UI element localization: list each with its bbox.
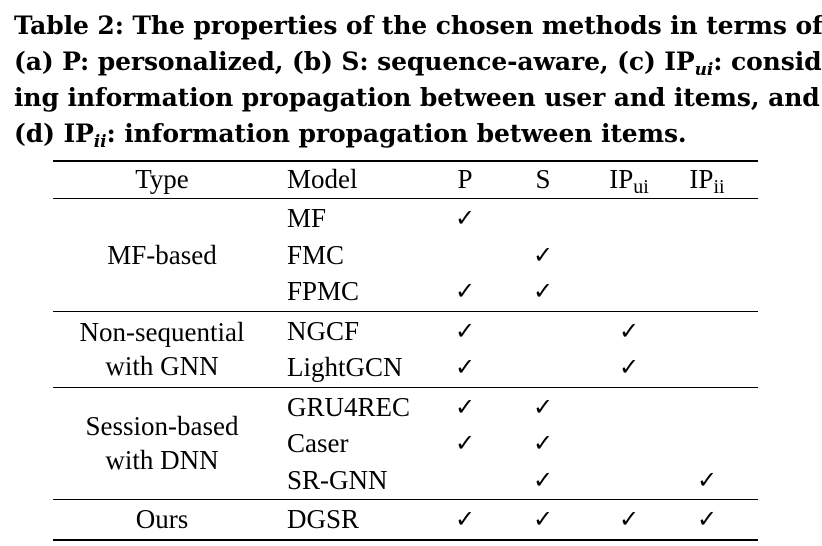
header-ip-ui-base: IP — [609, 164, 634, 194]
type-label: Session-based — [85, 411, 239, 442]
caption-line-2: (a) P: personalized, (b) S: sequence-awa… — [14, 44, 822, 80]
caption-line-3: ing information propagation between user… — [14, 83, 820, 112]
table-header-rule — [53, 198, 758, 200]
check-s-icon: ✓ — [532, 465, 554, 494]
caption-line-1: Table 2: The properties of the chosen me… — [14, 11, 822, 40]
model-cell: NGCF — [287, 315, 360, 346]
check-s-icon: ✓ — [532, 240, 554, 269]
check-p-icon: ✓ — [454, 316, 476, 345]
check-p-icon: ✓ — [454, 277, 476, 305]
header-s: S — [535, 164, 551, 194]
check-ip-ui-icon: ✓ — [618, 505, 640, 533]
model-cell: DGSR — [287, 504, 360, 534]
check-s-icon: ✓ — [532, 505, 554, 533]
header-model: Model — [287, 164, 358, 194]
check-p-icon: ✓ — [454, 429, 476, 457]
check-p-icon: ✓ — [454, 392, 476, 421]
check-ip-ii-icon: ✓ — [696, 465, 718, 494]
header-ip-ii: IPii — [679, 164, 735, 197]
caption-line-2-sub: ui — [694, 60, 714, 80]
header-ip-ii-base: IP — [689, 164, 714, 194]
model-cell: SR-GNN — [287, 464, 388, 495]
type-label: with GNN — [105, 351, 219, 381]
caption-line-4: (d) IPii: information propagation betwee… — [14, 116, 808, 152]
model-cell: FMC — [287, 239, 345, 270]
check-p-icon: ✓ — [454, 353, 476, 381]
check-s-icon: ✓ — [532, 429, 554, 457]
caption-line-4-sub: ii — [93, 132, 107, 152]
header-type: Type — [135, 164, 189, 194]
group-separator-rule — [53, 386, 758, 388]
check-p-icon: ✓ — [454, 505, 476, 533]
check-p-icon: ✓ — [454, 204, 476, 232]
check-ip-ui-icon: ✓ — [618, 353, 640, 381]
table-bottom-rule — [53, 538, 758, 541]
type-label: Non-sequential — [79, 317, 245, 347]
model-cell: FPMC — [287, 276, 360, 306]
caption-line-2-post: : consider- — [713, 47, 822, 76]
group-separator-rule — [53, 499, 758, 501]
check-s-icon: ✓ — [532, 392, 554, 421]
caption-line-4-post: : information propagation between items. — [106, 119, 687, 148]
header-ip-ii-sub: ii — [713, 176, 725, 198]
type-label: MF-based — [107, 239, 217, 270]
table-caption: Table 2: The properties of the chosen me… — [14, 8, 822, 152]
caption-line-2-pre: (a) P: personalized, (b) S: sequence-awa… — [14, 47, 695, 76]
group-separator-rule — [53, 310, 758, 312]
header-ip-ui: IPui — [599, 164, 659, 197]
type-label: with DNN — [105, 445, 219, 476]
model-cell: MF — [287, 203, 327, 233]
model-cell: GRU4REC — [287, 391, 411, 422]
model-cell: LightGCN — [287, 352, 403, 382]
check-ip-ui-icon: ✓ — [618, 316, 640, 345]
check-s-icon: ✓ — [532, 277, 554, 305]
table-top-rule — [53, 160, 758, 162]
check-ip-ii-icon: ✓ — [696, 505, 718, 533]
model-cell: Caser — [287, 428, 349, 458]
type-label: Ours — [135, 504, 189, 535]
header-ip-ui-sub: ui — [633, 176, 649, 198]
header-p: P — [457, 164, 473, 194]
caption-line-4-pre: (d) IP — [14, 119, 94, 148]
